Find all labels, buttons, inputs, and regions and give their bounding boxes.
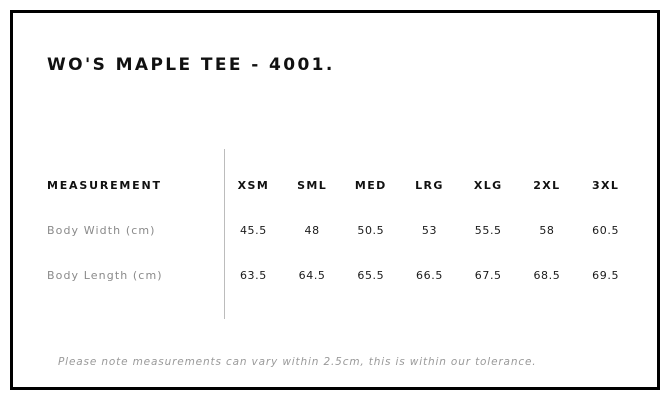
cell-body-width-sml: 48 (304, 224, 320, 237)
column-header-3xl: 3XL (591, 179, 620, 192)
table-header-row: MEASUREMENT XSM SML MED LRG XLG 2XL 3XL (47, 163, 635, 208)
table-row: Body Width (cm) 45.5 48 50.5 53 55.5 58 … (47, 208, 635, 253)
size-chart-table: MEASUREMENT XSM SML MED LRG XLG 2XL 3XL … (47, 163, 635, 298)
cell-body-length-2xl: 68.5 (533, 269, 561, 282)
tolerance-footnote: Please note measurements can vary within… (58, 356, 537, 368)
column-header-xsm: XSM (237, 179, 270, 192)
cell-body-length-xlg: 67.5 (474, 269, 502, 282)
table-vertical-divider (224, 149, 225, 319)
cell-body-width-lrg: 53 (421, 224, 438, 237)
table-row: Body Length (cm) 63.5 64.5 65.5 66.5 67.… (47, 253, 635, 298)
row-label-body-length: Body Length (cm) (47, 269, 163, 282)
row-label-body-width: Body Width (cm) (47, 224, 156, 237)
cell-body-length-3xl: 69.5 (592, 269, 620, 282)
page-title: WO'S MAPLE TEE - 4001. (47, 55, 335, 75)
cell-body-length-xsm: 63.5 (239, 269, 267, 282)
document-frame: WO'S MAPLE TEE - 4001. MEASUREMENT XSM S… (10, 10, 660, 390)
column-header-sml: SML (297, 179, 328, 192)
column-header-lrg: LRG (415, 179, 444, 192)
cell-body-length-sml: 64.5 (298, 269, 326, 282)
cell-body-width-xsm: 45.5 (239, 224, 267, 237)
cell-body-width-2xl: 58 (539, 224, 555, 237)
column-header-2xl: 2XL (533, 179, 561, 192)
column-header-xlg: XLG (473, 179, 503, 192)
column-header-med: MED (354, 179, 387, 192)
cell-body-width-3xl: 60.5 (592, 224, 620, 237)
cell-body-length-med: 65.5 (357, 269, 385, 282)
column-header-measurement: MEASUREMENT (47, 179, 162, 192)
cell-body-width-med: 50.5 (357, 224, 385, 237)
cell-body-width-xlg: 55.5 (474, 224, 502, 237)
cell-body-length-lrg: 66.5 (416, 269, 443, 282)
